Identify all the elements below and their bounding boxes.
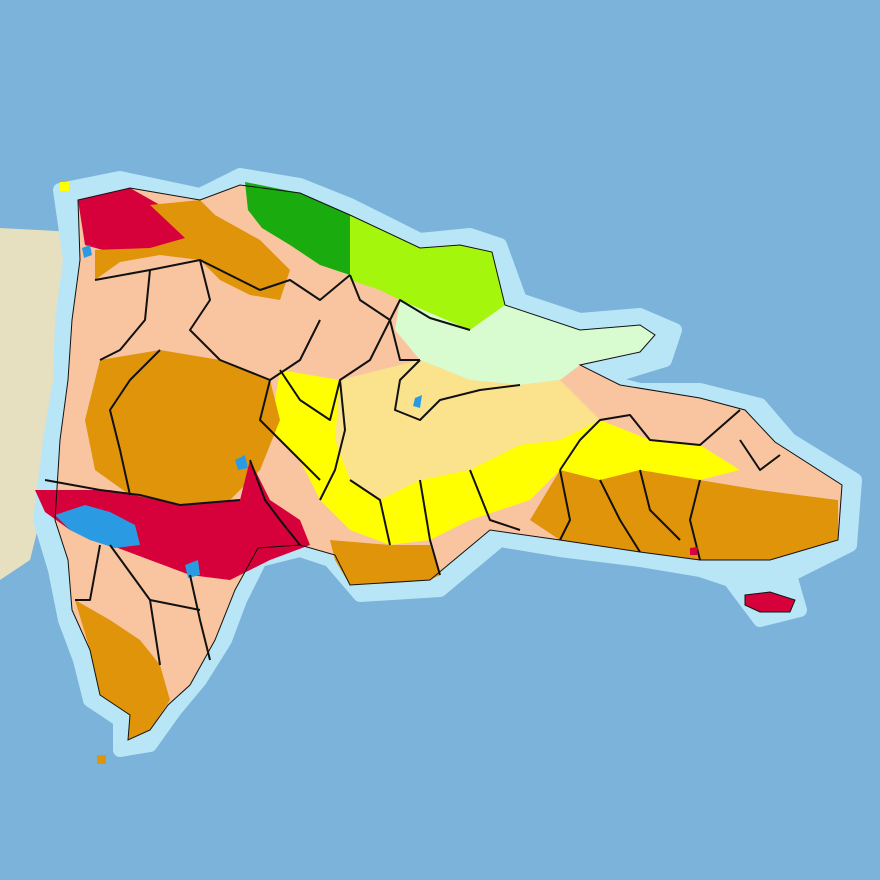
zone-east-moderatelyDry — [700, 440, 842, 500]
province-border-5 — [389, 319, 420, 361]
province-border-7 — [319, 379, 346, 501]
province-borders — [44, 259, 781, 666]
reservoir-2 — [413, 395, 422, 408]
province-border-12 — [249, 459, 301, 546]
zone-samana-nearNormalWet — [395, 300, 655, 385]
reservoir-1 — [235, 455, 248, 470]
province-border-2 — [99, 269, 151, 361]
catalinita-islet — [690, 547, 698, 555]
province-border-8 — [394, 359, 521, 421]
zone-pedernales-dry — [75, 600, 170, 740]
province-border-6 — [279, 319, 391, 421]
province-border-11 — [44, 479, 241, 506]
zone-northwest-dry — [95, 200, 290, 300]
province-border-25 — [149, 599, 201, 611]
province-border-24 — [189, 574, 211, 661]
water-bodies — [55, 245, 422, 578]
coastline — [54, 184, 843, 741]
province-border-20 — [689, 479, 701, 561]
zone-northeast-moderatelyWet — [350, 215, 505, 330]
lago-enriquillo — [55, 505, 140, 548]
province-border-21 — [739, 439, 781, 471]
lake-azuei-edge — [82, 245, 92, 258]
zone-north-coast-veryWet — [245, 182, 350, 275]
province-border-18 — [599, 479, 641, 553]
province-border-22 — [75, 544, 101, 601]
province-border-13 — [349, 479, 391, 546]
islet-south — [97, 755, 106, 764]
province-border-4 — [349, 274, 471, 331]
zone-center-slightlyDry — [270, 370, 740, 545]
saona-island-shape — [744, 591, 796, 613]
zone-central-west-dry — [85, 350, 280, 505]
province-border-14 — [419, 479, 441, 576]
zone-northwest-severe — [78, 188, 195, 252]
zone-center-nearNormal — [335, 360, 600, 500]
province-border-3 — [189, 259, 321, 381]
province-border-16 — [559, 409, 741, 471]
province-border-15 — [469, 469, 521, 531]
islet-northwest — [60, 182, 69, 191]
zone-south-coast-dry — [330, 540, 440, 585]
province-border-19 — [639, 469, 681, 541]
province-border-17 — [559, 469, 571, 541]
province-border-9 — [259, 379, 321, 481]
laguna-rincon — [185, 560, 200, 578]
province-border-10 — [109, 349, 161, 496]
